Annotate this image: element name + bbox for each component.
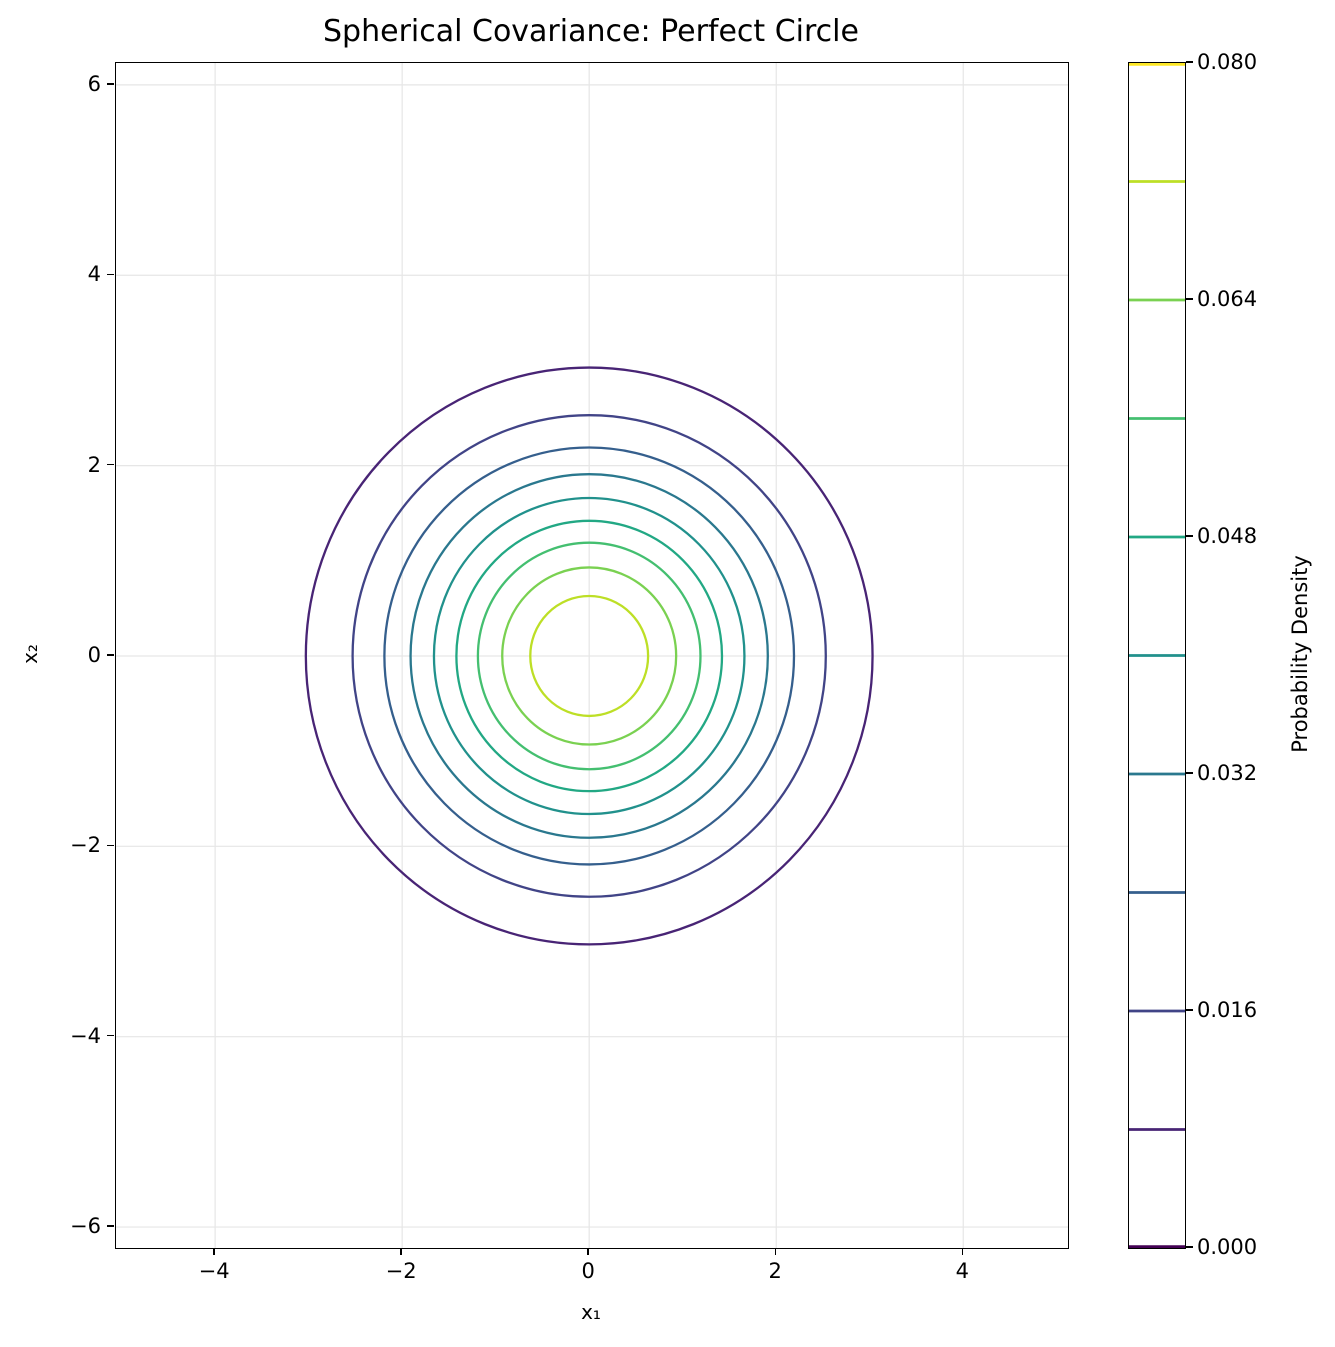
x-tick-label: 0: [581, 1259, 595, 1283]
contour-circle: [383, 446, 796, 866]
colorbar-tick-label: 0.048: [1197, 524, 1258, 548]
x-tick-mark: [774, 1248, 776, 1255]
y-tick-label: −4: [70, 1023, 101, 1048]
contour-circle: [529, 594, 650, 718]
colorbar-tick-mark: [1186, 772, 1193, 774]
x-tick-label: 2: [768, 1259, 782, 1283]
x-tick-mark: [587, 1248, 589, 1255]
y-tick-label: 0: [87, 642, 101, 667]
colorbar-tick-label: 0.016: [1197, 998, 1258, 1022]
colorbar-tick-mark: [1186, 61, 1193, 63]
x-tick-label: 4: [955, 1259, 969, 1283]
contour-circle: [351, 414, 827, 898]
y-tick-mark: [107, 844, 114, 847]
y-tick-mark: [107, 273, 114, 275]
x-tick-mark: [213, 1248, 215, 1255]
x-tick-label: −2: [385, 1259, 417, 1283]
plot-area: [115, 62, 1069, 1249]
colorbar-tick-label: 0.032: [1197, 761, 1258, 785]
y-tick-mark: [107, 1225, 114, 1227]
x-tick-mark: [961, 1248, 963, 1255]
colorbar-tick-mark: [1186, 1009, 1193, 1011]
y-tick-mark: [107, 463, 114, 466]
x-tick-mark: [400, 1248, 402, 1255]
contour-circle: [476, 541, 702, 771]
y-tick-label: 2: [87, 452, 101, 477]
colorbar-canvas: [1129, 63, 1185, 1248]
y-tick-label: −2: [70, 833, 101, 858]
colorbar-label: Probability Density: [1288, 555, 1312, 753]
y-tick-mark: [107, 83, 114, 85]
contour-circle: [304, 366, 874, 946]
y-tick-label: 6: [87, 71, 101, 96]
colorbar-tick-label: 0.080: [1197, 50, 1258, 74]
x-tick-label: −4: [198, 1259, 230, 1283]
y-tick-label: 4: [87, 262, 101, 287]
colorbar-tick-mark: [1186, 1246, 1193, 1248]
contour-circle: [432, 496, 746, 816]
chart-title: Spherical Covariance: Perfect Circle: [323, 14, 859, 49]
y-tick-mark: [107, 654, 114, 656]
x-axis-label: x₁: [581, 1300, 601, 1324]
y-tick-label: −6: [70, 1214, 101, 1239]
contour-circle: [409, 473, 769, 839]
y-tick-mark: [107, 1034, 114, 1037]
colorbar-tick-label: 0.000: [1197, 1235, 1258, 1259]
colorbar: [1128, 62, 1186, 1249]
colorbar-tick-mark: [1186, 535, 1193, 537]
contour-circle: [455, 519, 724, 793]
colorbar-tick-mark: [1186, 298, 1193, 300]
y-axis-label: x₂: [18, 644, 42, 664]
contour-circle: [501, 566, 678, 746]
contour-plot-canvas: [116, 63, 1068, 1248]
colorbar-tick-label: 0.064: [1197, 287, 1258, 311]
